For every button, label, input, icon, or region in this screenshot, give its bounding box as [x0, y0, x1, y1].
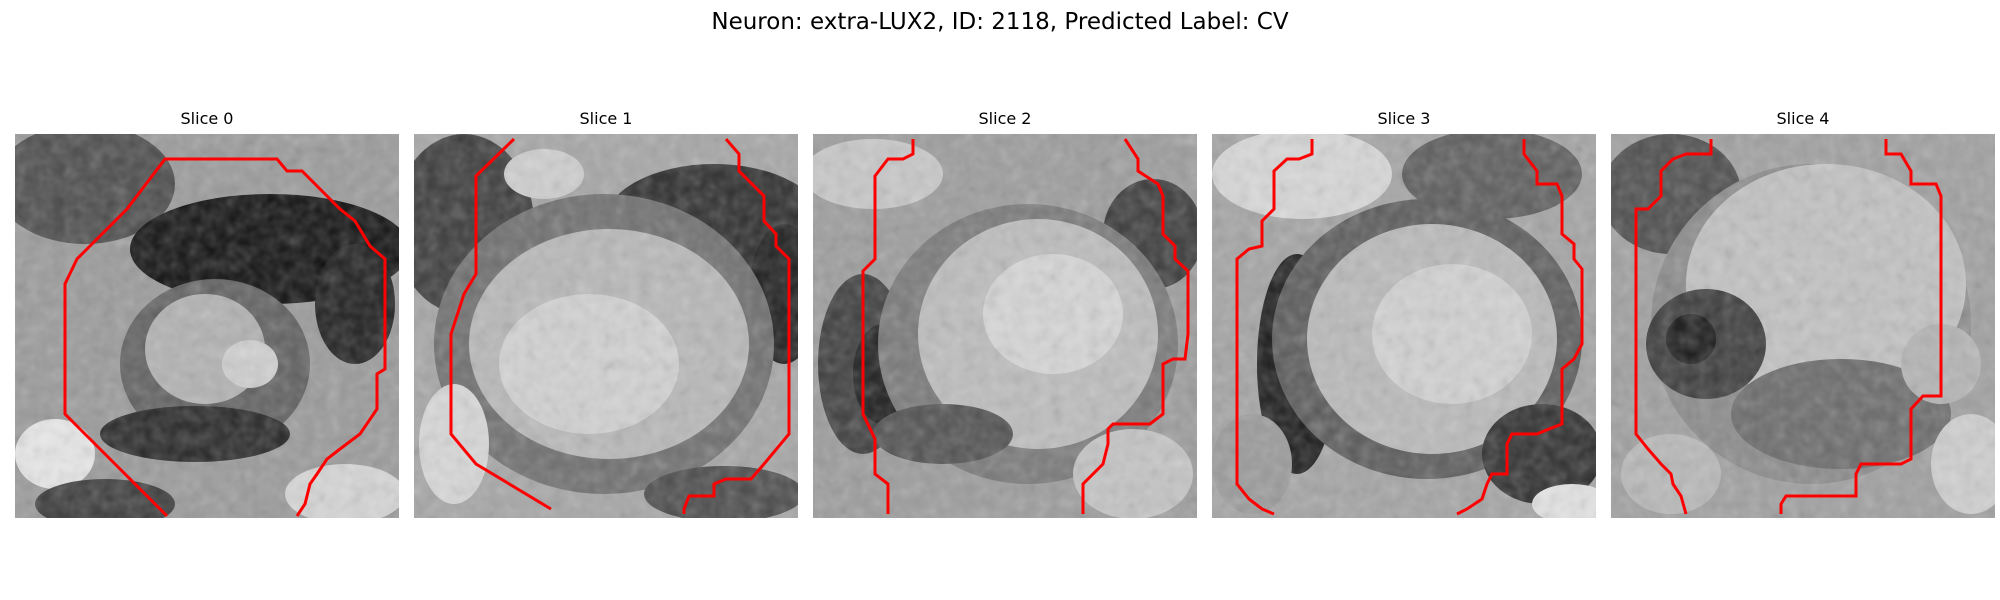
slice-title: Slice 3 — [1377, 109, 1431, 128]
slice-title: Slice 0 — [180, 109, 234, 128]
slice-title: Slice 4 — [1776, 109, 1830, 128]
slice-image — [414, 134, 798, 518]
contour-line — [1456, 139, 1584, 516]
contour-line — [63, 157, 387, 518]
slice-image — [813, 134, 1197, 518]
contour-line — [1779, 139, 1943, 514]
slice-title: Slice 1 — [579, 109, 633, 128]
contour-line — [449, 137, 552, 511]
figure-title: Neuron: extra-LUX2, ID: 2118, Predicted … — [711, 9, 1289, 35]
contour-line — [861, 139, 915, 514]
slice-title: Slice 2 — [978, 109, 1032, 128]
contour-line — [1634, 139, 1713, 515]
contour-line — [682, 138, 791, 514]
contour-line — [1081, 138, 1190, 514]
contour-line — [1235, 139, 1314, 516]
slice-image — [1611, 134, 1995, 518]
slice-image — [15, 134, 399, 518]
slice-image — [1212, 134, 1596, 518]
